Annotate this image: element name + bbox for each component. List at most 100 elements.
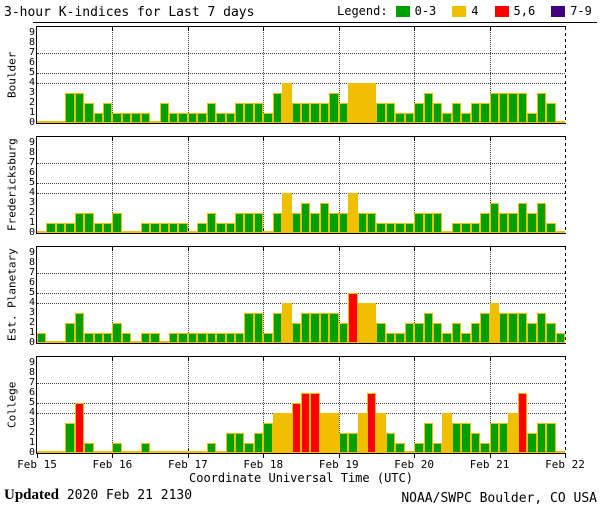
k-bar (423, 423, 433, 453)
right-border-dashed (565, 137, 566, 233)
k-bar (385, 433, 396, 453)
station-label-est-planetary: Est. Planetary (5, 248, 19, 342)
h-gridline-k4 (37, 83, 565, 84)
legend-item-yellow: 4 (452, 4, 479, 18)
k-bar (263, 423, 273, 453)
k-bar (442, 231, 452, 233)
k-bar (527, 213, 537, 233)
y-tick-label: 2 (28, 427, 35, 438)
y-tick-label: 5 (28, 397, 35, 408)
k-bar (433, 323, 443, 343)
k-bar (480, 213, 490, 233)
k-bar (357, 303, 367, 343)
k-bar (206, 103, 217, 123)
x-tick-label: Feb 19 (318, 458, 359, 471)
x-tick-label: Feb 21 (469, 458, 510, 471)
k-bar (112, 213, 122, 233)
k-bar (55, 121, 66, 123)
k-bar (131, 451, 141, 453)
k-bar (451, 103, 462, 123)
y-tick-label: 0 (28, 117, 35, 128)
day-tick (338, 357, 340, 361)
y-tick-label: 7 (28, 377, 35, 388)
k-bar (150, 223, 160, 233)
k-bar (555, 333, 565, 343)
k-bar (55, 451, 66, 453)
k-bar (442, 333, 452, 343)
k-bar (385, 103, 396, 123)
k-bar (140, 113, 151, 123)
k-bar (263, 113, 273, 123)
k-bar (93, 333, 103, 343)
k-bar (74, 403, 85, 453)
bottom-axis-day-tick (187, 454, 189, 458)
day-gridline (187, 247, 189, 343)
day-gridline (489, 247, 491, 343)
k-bar (197, 223, 207, 233)
k-bar (121, 451, 132, 453)
k-bar (178, 113, 188, 123)
y-tick-label: 5 (28, 67, 35, 78)
k-bar (225, 223, 235, 233)
k-bar (131, 231, 141, 233)
y-tick-label: 2 (28, 317, 35, 328)
k-bar (74, 93, 85, 123)
k-bar (206, 443, 217, 453)
k-bar (103, 333, 113, 343)
k-bar (329, 213, 339, 233)
day-tick (112, 27, 114, 31)
y-tick-label: 7 (28, 47, 35, 58)
k-bar (206, 333, 217, 343)
y-tick-label: 3 (28, 417, 35, 428)
k-bar (140, 443, 151, 453)
k-bar (93, 451, 103, 453)
k-bar (480, 443, 490, 453)
k-bar (480, 103, 490, 123)
day-tick (338, 247, 340, 251)
x-axis-title: Coordinate Universal Time (UTC) (189, 471, 413, 485)
k-bar (461, 113, 471, 123)
k-bar (451, 223, 462, 233)
y-tick-label: 3 (28, 197, 35, 208)
k-bar (395, 333, 405, 343)
y-tick-label: 4 (28, 297, 35, 308)
day-tick (187, 247, 189, 251)
k-bar (65, 93, 75, 123)
k-bar (555, 451, 565, 453)
green-swatch-icon (395, 5, 410, 17)
bottom-axis-day-tick (338, 454, 340, 458)
k-bar (65, 323, 75, 343)
day-gridline (414, 247, 416, 343)
k-bar (272, 93, 283, 123)
k-bar (319, 203, 330, 233)
k-bar (301, 313, 311, 343)
k-bar (216, 333, 226, 343)
legend: Legend: 0-3 4 5,6 7-9 (337, 4, 600, 18)
k-bar (376, 413, 386, 453)
k-bar (319, 103, 330, 123)
y-tick-label: 6 (28, 57, 35, 68)
k-bar (546, 103, 556, 123)
day-tick (338, 137, 340, 141)
right-border-dashed (565, 357, 566, 453)
y-tick-label: 4 (28, 407, 35, 418)
legend-item-label: 7-9 (570, 4, 592, 18)
k-bar (282, 303, 292, 343)
y-tick-label: 0 (28, 337, 35, 348)
k-bar (461, 333, 471, 343)
k-bar (263, 231, 273, 233)
k-bar (395, 113, 405, 123)
day-gridline (112, 137, 114, 233)
h-gridline-k5 (37, 73, 565, 74)
k-bar (348, 193, 358, 233)
station-label-fredericksburg: Fredericksburg (5, 138, 19, 232)
k-bar (508, 413, 518, 453)
k-bar (74, 213, 85, 233)
y-tick-label: 0 (28, 447, 35, 458)
k-bar (65, 423, 75, 453)
k-bar (112, 113, 122, 123)
y-tick-label: 9 (28, 247, 35, 258)
day-tick (263, 247, 265, 251)
k-bar (112, 323, 122, 343)
